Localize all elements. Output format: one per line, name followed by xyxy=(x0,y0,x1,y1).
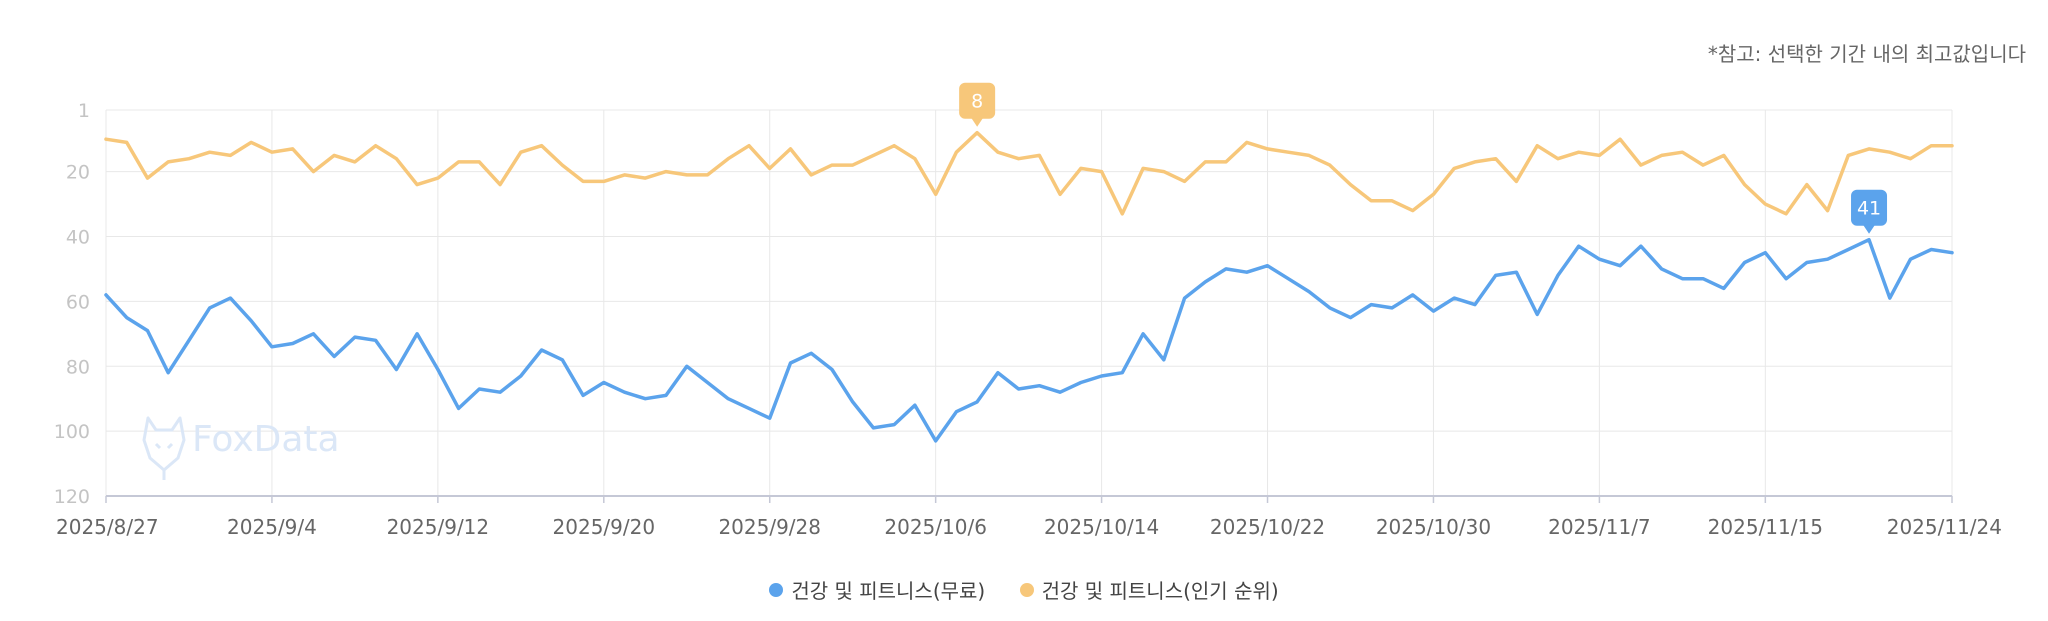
y-tick-label: 40 xyxy=(66,227,90,249)
y-tick-label: 20 xyxy=(66,162,90,184)
peak-pointer xyxy=(1863,224,1876,234)
foxdata-watermark: FoxData xyxy=(142,416,340,480)
peak-value: 8 xyxy=(971,91,983,113)
x-tick-label: 2025/8/27 xyxy=(56,515,159,539)
legend-item-popular[interactable]: 건강 및 피트니스(인기 순위) xyxy=(1019,575,1279,604)
peak-label-layer: 41 8 xyxy=(959,82,1888,234)
series-layer xyxy=(104,130,1954,443)
series-line-popular[interactable] xyxy=(104,130,1954,216)
x-tick-label: 2025/11/7 xyxy=(1548,515,1651,539)
x-tick-label: 2025/9/4 xyxy=(227,515,317,539)
fox-logo-icon xyxy=(142,416,186,480)
y-tick-label: 100 xyxy=(54,421,90,443)
x-tick-label: 2025/9/28 xyxy=(718,515,821,539)
x-tick-label: 2025/10/30 xyxy=(1376,515,1491,539)
legend-label-popular: 건강 및 피트니스(인기 순위) xyxy=(1041,579,1279,603)
y-tick-label: 120 xyxy=(54,486,90,508)
peak-bubble xyxy=(1851,189,1888,226)
grid-layer xyxy=(105,109,1953,497)
chart-legend: 건강 및 피트니스(무료) 건강 및 피트니스(인기 순위) xyxy=(0,575,2048,604)
x-tick-label: 2025/10/6 xyxy=(884,515,987,539)
x-tick-label: 2025/9/12 xyxy=(387,515,490,539)
legend-dot-free xyxy=(769,582,784,597)
x-tick-label: 2025/11/15 xyxy=(1708,515,1823,539)
legend-dot-popular xyxy=(1019,582,1034,597)
x-tick-label: 2025/9/20 xyxy=(553,515,656,539)
peak-bubble xyxy=(959,82,996,119)
legend-item-free[interactable]: 건강 및 피트니스(무료) xyxy=(769,575,985,604)
watermark-text: FoxData xyxy=(192,419,340,460)
x-tick-label: 2025/11/24 xyxy=(1887,515,2002,539)
y-tick-label: 60 xyxy=(66,291,90,313)
y-tick-label: 1 xyxy=(78,100,90,122)
x-tick-label: 2025/10/14 xyxy=(1044,515,1159,539)
series-line-free[interactable] xyxy=(104,237,1954,443)
legend-label-free: 건강 및 피트니스(무료) xyxy=(791,579,986,603)
x-tick-label: 2025/10/22 xyxy=(1210,515,1325,539)
peak-label-popular: 8 xyxy=(959,82,996,127)
y-tick-label: 80 xyxy=(66,356,90,378)
peak-value: 41 xyxy=(1857,198,1881,220)
reference-note: *참고: 선택한 기간 내의 최고값입니다 xyxy=(1707,42,2026,66)
peak-label-free: 41 xyxy=(1851,189,1888,234)
peak-pointer xyxy=(971,117,984,127)
